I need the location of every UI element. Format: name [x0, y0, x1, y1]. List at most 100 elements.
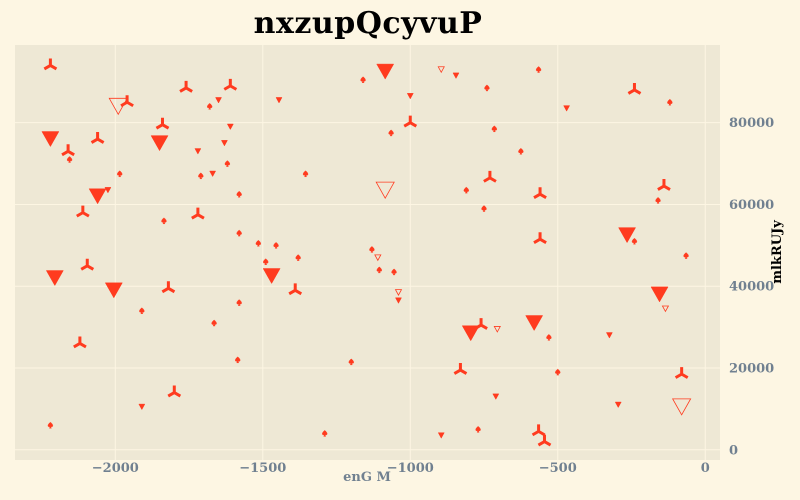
data-point [179, 80, 193, 93]
y-tick-label: 80000 [729, 116, 774, 131]
data-point [453, 363, 468, 375]
grid [15, 45, 720, 460]
data-point [484, 84, 490, 92]
data-point [388, 129, 394, 137]
data-point [535, 66, 542, 73]
data-point [674, 367, 689, 379]
x-axis-label: enG M [343, 470, 391, 485]
data-point [360, 76, 366, 83]
data-point [45, 270, 64, 287]
data-point [475, 426, 481, 433]
data-point [437, 66, 445, 74]
data-point [262, 268, 281, 285]
y-tick-label: 20000 [729, 362, 774, 377]
data-point [491, 125, 497, 133]
data-point [226, 123, 234, 131]
data-point [235, 356, 241, 364]
data-point [41, 131, 60, 148]
data-point [275, 97, 283, 104]
data-point [236, 229, 242, 237]
data-point [376, 63, 395, 80]
data-point [395, 297, 402, 304]
data-point [376, 266, 382, 274]
data-point [155, 117, 170, 130]
x-tick-label: −2000 [92, 461, 139, 476]
data-point [273, 242, 279, 249]
data-point [618, 227, 637, 244]
x-tick-label: −1000 [387, 461, 434, 476]
data-point [369, 246, 375, 253]
data-point [288, 283, 303, 296]
data-point [223, 78, 238, 91]
data-point [207, 103, 213, 110]
data-point [563, 105, 571, 112]
data-point [76, 205, 90, 218]
y-tick-label: 60000 [729, 198, 774, 213]
chart-title: nxzupQcyvuP [253, 6, 483, 41]
x-axis-ticks: −2000 −1500 −1000 −500 0 [92, 461, 710, 476]
data-point [215, 97, 222, 104]
data-point [138, 403, 146, 411]
data-point [221, 140, 228, 147]
data-point [518, 148, 524, 155]
data-point [391, 268, 397, 276]
data-point [627, 82, 642, 95]
data-point [375, 181, 395, 199]
data-point [117, 170, 123, 177]
data-point [493, 326, 501, 333]
data-point [546, 334, 552, 341]
data-point [236, 299, 242, 306]
data-point [295, 254, 301, 261]
data-point [167, 385, 182, 398]
data-point [90, 132, 105, 144]
data-point [605, 332, 613, 339]
data-point [104, 282, 123, 299]
data-point [614, 401, 622, 409]
data-point [403, 115, 418, 128]
data-point [61, 144, 75, 157]
data-point [661, 305, 670, 313]
data-point [461, 325, 480, 342]
data-point [394, 289, 403, 296]
data-point [533, 187, 547, 200]
data-point [657, 179, 671, 191]
data-point [211, 319, 217, 327]
data-point [683, 252, 689, 259]
data-point [481, 205, 487, 212]
data-point [139, 307, 145, 314]
data-point [483, 170, 497, 183]
data-point [667, 98, 673, 106]
data-point [655, 197, 661, 204]
data-point [452, 72, 460, 79]
data-point [537, 434, 552, 447]
data-point [80, 258, 95, 271]
data-point [194, 148, 202, 155]
data-point [555, 368, 561, 376]
data-point [104, 187, 112, 194]
data-point [533, 232, 547, 245]
data-point [650, 286, 669, 303]
data-point [198, 172, 204, 180]
data-point [191, 207, 205, 220]
data-point [88, 188, 107, 205]
data-point [348, 358, 354, 366]
data-point [47, 422, 54, 429]
data-point [43, 58, 58, 71]
data-point [437, 432, 445, 439]
data-point [263, 258, 269, 265]
data-point [525, 315, 544, 332]
data-point [374, 254, 382, 262]
data-points [41, 58, 692, 447]
data-point [236, 190, 242, 198]
x-tick-label: −1500 [239, 461, 286, 476]
y-axis-label: mlkRUJy [770, 220, 785, 284]
data-point [322, 430, 328, 437]
data-point [671, 398, 692, 416]
x-tick-label: −500 [539, 461, 577, 476]
data-point [463, 186, 469, 194]
data-point [73, 336, 87, 349]
data-point [161, 217, 167, 225]
data-point [66, 156, 73, 163]
y-tick-label: 0 [729, 443, 738, 458]
